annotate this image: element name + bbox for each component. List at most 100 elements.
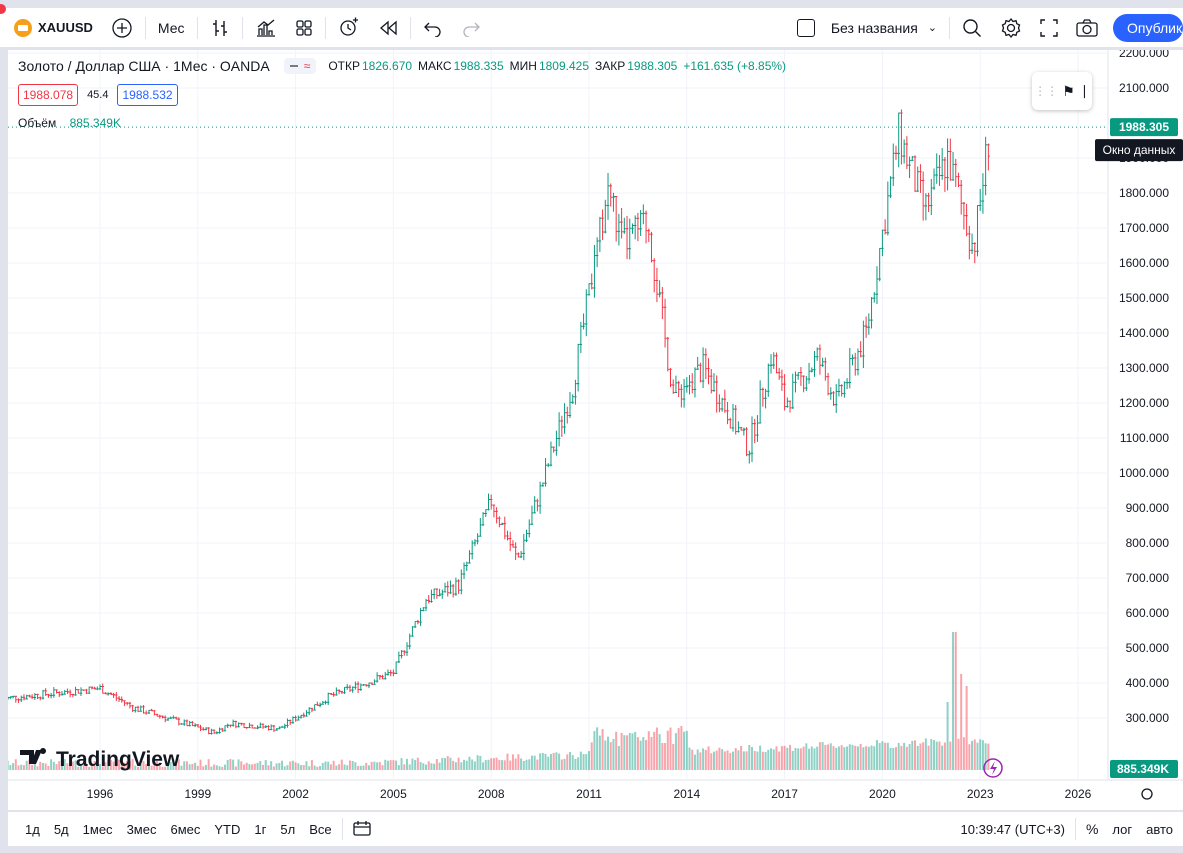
volume-bar xyxy=(598,735,601,770)
range-ytd[interactable]: YTD xyxy=(214,821,241,837)
range-all[interactable]: Все xyxy=(309,821,332,837)
publish-button[interactable]: Опублико xyxy=(1113,13,1183,42)
volume-bar xyxy=(204,765,207,770)
volume-bar xyxy=(96,759,99,770)
alert-icon[interactable] xyxy=(329,8,369,48)
price-tick-label: 1300.000 xyxy=(1119,361,1169,375)
volume-bar xyxy=(414,760,417,770)
volume-bar xyxy=(791,750,794,770)
layout-name-dropdown[interactable]: Без названия ⌄ xyxy=(788,8,946,48)
flag-icon[interactable]: ⚑ xyxy=(1062,82,1075,99)
volume-bar xyxy=(647,731,650,770)
volume-bar xyxy=(215,765,218,770)
camera-icon[interactable] xyxy=(1067,8,1107,48)
price-tick-label: 400.000 xyxy=(1126,676,1170,690)
time-tick-label: 2014 xyxy=(673,787,700,801)
volume-bar xyxy=(71,761,74,770)
volume-bar xyxy=(137,766,140,770)
volume-bar xyxy=(104,762,107,770)
log-scale-toggle[interactable]: лог xyxy=(1112,821,1133,837)
volume-bar xyxy=(115,763,118,770)
layout-grid-icon[interactable] xyxy=(286,8,322,48)
volume-bar xyxy=(150,765,153,770)
volume-bar xyxy=(427,761,430,770)
range-5d[interactable]: 5д xyxy=(53,821,69,837)
drag-handle-icon[interactable]: ⋮⋮ xyxy=(1034,84,1059,98)
volume-bar xyxy=(329,764,332,770)
volume-bar xyxy=(44,763,47,770)
volume-bar xyxy=(139,763,142,770)
volume-bar xyxy=(894,747,897,770)
volume-bar xyxy=(634,731,637,770)
range-1m[interactable]: 1мес xyxy=(82,821,113,837)
redo-icon[interactable] xyxy=(452,8,490,48)
volume-bar xyxy=(571,755,574,770)
percent-scale-toggle[interactable]: % xyxy=(1085,821,1099,837)
compare-add-icon[interactable] xyxy=(102,8,142,48)
range-6m[interactable]: 6мес xyxy=(170,821,201,837)
buy-price-button[interactable]: 1988.532 xyxy=(117,84,178,106)
price-chart[interactable]: 2200.0002100.0001900.0001800.0001700.000… xyxy=(8,50,1183,810)
volume-bar xyxy=(28,759,31,770)
legend-toggle[interactable]: ≈ xyxy=(283,58,317,74)
range-5y[interactable]: 5л xyxy=(280,821,296,837)
interval-button[interactable]: Мес xyxy=(157,19,185,36)
volume-bar xyxy=(954,632,957,770)
auto-scale-toggle[interactable]: авто xyxy=(1146,821,1173,837)
volume-bar xyxy=(39,761,42,770)
volume-bar xyxy=(386,760,389,770)
bar-style-icon[interactable] xyxy=(201,8,239,48)
volume-bar xyxy=(829,743,832,770)
range-3m[interactable]: 3мес xyxy=(126,821,157,837)
symbol-search-button[interactable]: XAUUSD xyxy=(0,3,102,48)
volume-bar xyxy=(764,752,767,770)
clock-timezone[interactable]: 10:39:47 (UTC+3) xyxy=(960,821,1065,837)
volume-bar xyxy=(378,762,381,770)
high-label: МАКС xyxy=(418,59,452,73)
volume-bar xyxy=(177,759,180,770)
settings-gear-icon[interactable] xyxy=(991,8,1031,48)
volume-bar xyxy=(827,744,830,770)
undo-icon[interactable] xyxy=(414,8,452,48)
fullscreen-icon[interactable] xyxy=(1031,8,1067,48)
volume-bar xyxy=(816,746,819,770)
volume-bar xyxy=(473,761,476,770)
chart-pane[interactable]: 2200.0002100.0001900.0001800.0001700.000… xyxy=(8,50,1183,810)
volume-bar xyxy=(191,763,194,770)
pin-icon[interactable]: ❘ xyxy=(1078,83,1090,98)
volume-bar xyxy=(354,762,357,770)
sell-price-button[interactable]: 1988.078 xyxy=(18,84,79,106)
goto-date-icon[interactable] xyxy=(346,820,378,839)
volume-bar xyxy=(715,750,718,770)
series-legend: Золото / Доллар США · 1Мес · OANDA ≈ ОТК… xyxy=(18,58,792,74)
volume-bar xyxy=(468,756,471,770)
volume-bar xyxy=(58,761,61,770)
volume-bar xyxy=(957,738,960,770)
volume-bar xyxy=(924,738,927,770)
volume-bar xyxy=(740,745,743,770)
range-1y[interactable]: 1г xyxy=(254,821,267,837)
volume-bar xyxy=(180,765,183,770)
volume-bar xyxy=(242,764,245,770)
range-1d[interactable]: 1д xyxy=(25,821,40,837)
volume-bar xyxy=(582,754,585,770)
volume-bar xyxy=(226,760,229,770)
replay-icon[interactable] xyxy=(369,8,407,48)
volume-bar xyxy=(938,741,941,770)
volume-bar xyxy=(905,746,908,770)
search-icon[interactable] xyxy=(953,8,991,48)
volume-bar xyxy=(604,740,607,770)
indicators-icon[interactable] xyxy=(246,8,286,48)
volume-bar xyxy=(672,744,675,770)
lightning-icon xyxy=(983,758,1003,778)
volume-bar xyxy=(770,748,773,770)
volume-bar xyxy=(666,730,669,770)
volume-bar xyxy=(272,766,275,770)
volume-bar xyxy=(300,765,303,770)
separator xyxy=(241,16,243,39)
volume-bar xyxy=(761,751,764,770)
top-toolbar: XAUUSD Мес xyxy=(0,3,1183,48)
volume-bar xyxy=(601,729,604,770)
volume-bar xyxy=(549,753,552,770)
volume-bar xyxy=(875,740,878,770)
